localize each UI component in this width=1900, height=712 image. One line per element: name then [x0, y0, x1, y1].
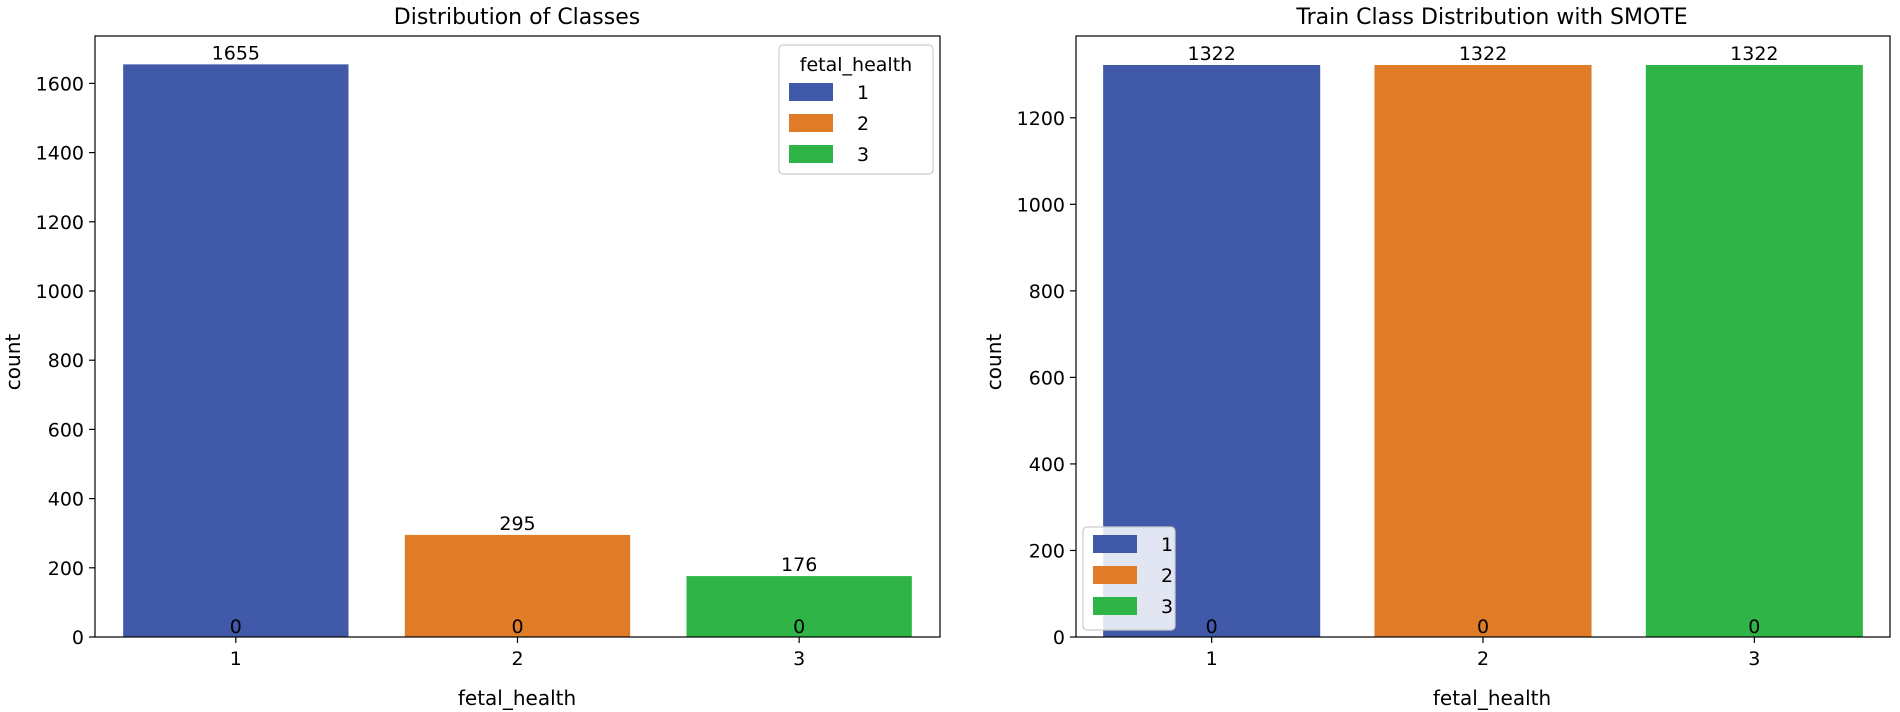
x-tick-label: 1: [230, 648, 242, 670]
y-tick-label: 800: [48, 350, 84, 372]
bar-zero-label: 0: [1477, 616, 1489, 638]
y-tick-label: 800: [1029, 281, 1065, 303]
y-tick-label: 1000: [1017, 194, 1065, 216]
bar-1: [123, 64, 349, 638]
y-tick-label: 0: [72, 627, 84, 649]
y-tick-label: 600: [48, 419, 84, 441]
legend-entry-label: 2: [857, 113, 869, 135]
y-tick-label: 600: [1029, 367, 1065, 389]
bar-value-label: 176: [781, 554, 817, 576]
legend-swatch: [1093, 566, 1137, 584]
y-tick-label: 1200: [1017, 108, 1065, 130]
bar-2: [404, 534, 631, 637]
x-axis-label: fetal_health: [1433, 686, 1551, 710]
x-tick-label: 1: [1206, 648, 1218, 670]
y-tick-label: 400: [48, 489, 84, 511]
bar-value-label: 1322: [1459, 43, 1507, 65]
legend: fetal_health 1 2 3: [778, 44, 934, 175]
legend-title: fetal_health: [800, 54, 912, 76]
bar-3: [1645, 64, 1863, 637]
legend-entry-label: 1: [1161, 534, 1173, 556]
plot-frame: [1075, 35, 1891, 638]
bars: 1655 0 295 0 176 0: [123, 42, 912, 638]
y-tick-label: 0: [1053, 627, 1065, 649]
x-tick-label: 2: [511, 648, 523, 670]
y-tick-label: 200: [1029, 540, 1065, 562]
x-tick-label: 3: [793, 648, 805, 670]
chart-title: Distribution of Classes: [394, 5, 640, 30]
bar-value-label: 295: [499, 513, 535, 535]
legend-swatch: [1093, 535, 1137, 553]
legend-swatch: [1093, 597, 1137, 615]
legend-entry-label: 3: [1161, 596, 1173, 618]
y-axis-label: count: [982, 334, 1006, 391]
bar-zero-label: 0: [511, 616, 523, 638]
legend-swatch: [789, 114, 833, 132]
bar-zero-label: 0: [1748, 616, 1760, 638]
x-tick-label: 2: [1477, 648, 1489, 670]
bar-2: [1374, 64, 1592, 637]
chart-train-class-distribution-smote: Train Class Distribution with SMOTE feta…: [982, 5, 1891, 710]
y-tick-label: 1400: [36, 143, 84, 165]
legend-entry-label: 3: [857, 144, 869, 166]
legend-swatch: [789, 145, 833, 163]
chart-distribution-of-classes: Distribution of Classes fetal_health cou…: [1, 5, 941, 710]
bar-zero-label: 0: [230, 616, 242, 638]
legend: 1 2 3: [1082, 526, 1176, 631]
legend-entry-label: 1: [857, 82, 869, 104]
legend-swatch: [789, 83, 833, 101]
y-tick-label: 400: [1029, 454, 1065, 476]
chart-title: Train Class Distribution with SMOTE: [1295, 5, 1687, 30]
legend-box: [778, 44, 934, 175]
plot-frame: [94, 35, 941, 638]
bars: 1322 0 1322 0 1322 0: [1103, 43, 1863, 638]
bar-value-label: 1655: [212, 42, 260, 64]
bar-value-label: 1322: [1187, 43, 1235, 65]
x-tick-label: 3: [1748, 648, 1760, 670]
x-axis-label: fetal_health: [458, 686, 576, 710]
bar-3: [686, 576, 912, 637]
ticks: 1 2 3 0 200 400 600 800 1000 1200 1400 1600: [36, 73, 806, 670]
y-tick-label: 1000: [36, 281, 84, 303]
y-tick-label: 200: [48, 558, 84, 580]
bar-value-label: 1322: [1730, 43, 1778, 65]
bar-zero-label: 0: [1206, 616, 1218, 638]
bar-zero-label: 0: [793, 616, 805, 638]
y-tick-label: 1200: [36, 212, 84, 234]
y-axis-label: count: [1, 334, 25, 391]
y-tick-label: 1600: [36, 73, 84, 95]
legend-entry-label: 2: [1161, 565, 1173, 587]
